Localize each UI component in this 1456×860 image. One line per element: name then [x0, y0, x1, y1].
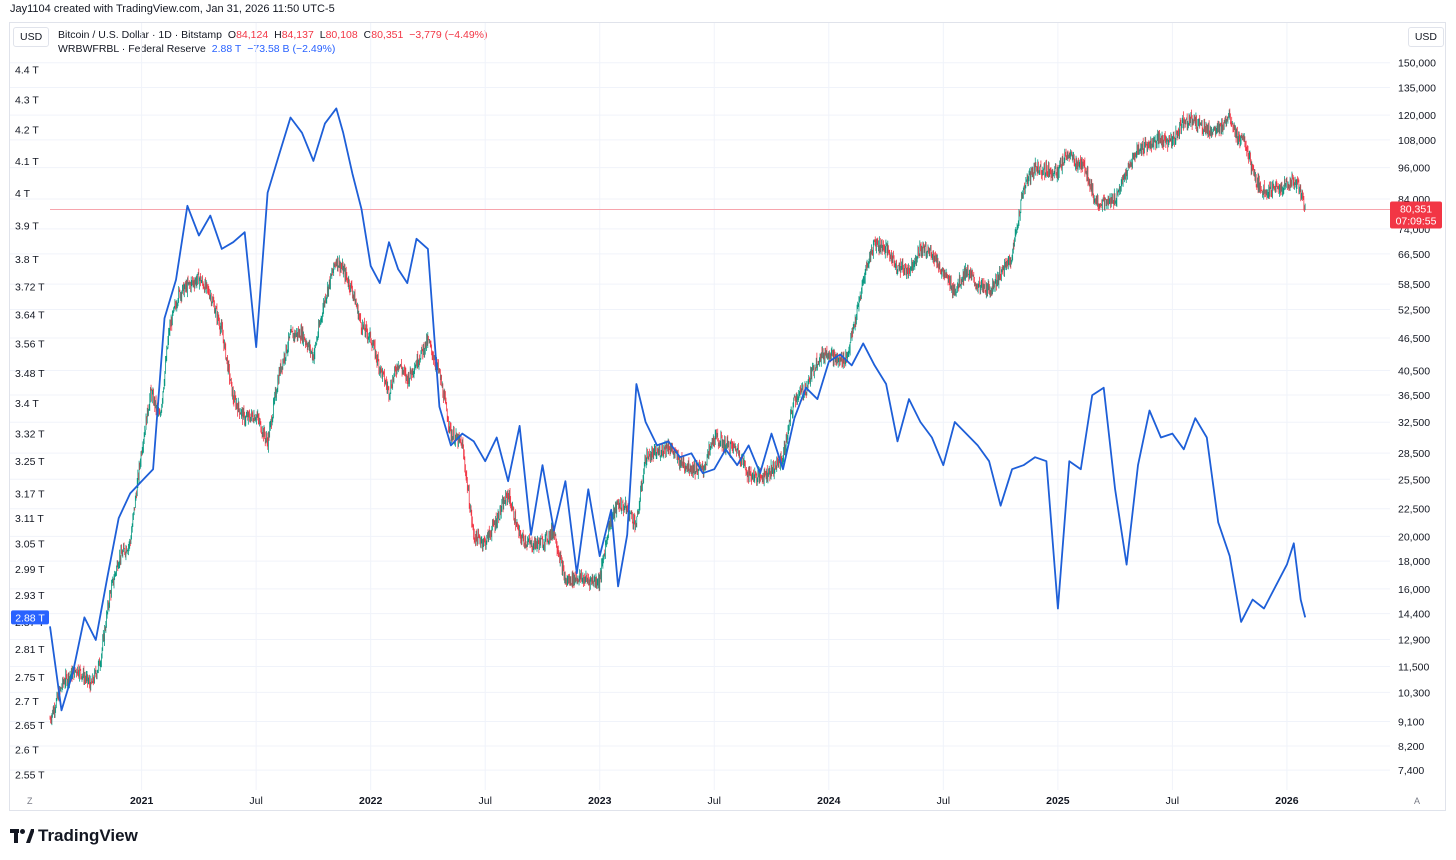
- chart-credit: Jay1104 created with TradingView.com, Ja…: [10, 3, 335, 15]
- fed-symbol: WRBWFRBL · Federal Reserve: [58, 43, 206, 55]
- tradingview-mark-icon: [10, 829, 34, 843]
- btc-symbol: Bitcoin / U.S. Dollar · 1D · Bitstamp: [58, 29, 222, 41]
- chart-frame[interactable]: [9, 22, 1446, 811]
- open-label: O: [227, 29, 237, 41]
- btc-legend[interactable]: Bitcoin / U.S. Dollar · 1D · Bitstamp O8…: [58, 29, 491, 41]
- auto-scale-right-button[interactable]: A: [1414, 796, 1421, 806]
- low-value: 80,108: [325, 29, 358, 41]
- high-label: H: [274, 29, 282, 41]
- open-value: 84,124: [236, 29, 269, 41]
- fed-value: 2.88 T: [211, 43, 242, 55]
- right-currency-button[interactable]: USD: [1407, 27, 1444, 47]
- auto-scale-left-button[interactable]: Z: [27, 796, 33, 806]
- tradingview-logo: TradingView: [10, 826, 138, 846]
- left-currency-button[interactable]: USD: [13, 27, 50, 47]
- btc-high: H84,137: [274, 29, 314, 41]
- btc-change: −3,779 (−4.49%): [409, 29, 488, 41]
- btc-low: L80,108: [320, 29, 358, 41]
- btc-close: C80,351: [364, 29, 404, 41]
- btc-open: O84,124: [228, 29, 268, 41]
- close-value: 80,351: [371, 29, 404, 41]
- low-label: L: [319, 29, 326, 41]
- close-label: C: [363, 29, 372, 41]
- high-value: 84,137: [281, 29, 314, 41]
- tradingview-wordmark: TradingView: [38, 826, 138, 845]
- fed-change: −73.58 B (−2.49%): [247, 43, 336, 55]
- fed-legend[interactable]: WRBWFRBL · Federal Reserve 2.88 T −73.58…: [58, 43, 338, 55]
